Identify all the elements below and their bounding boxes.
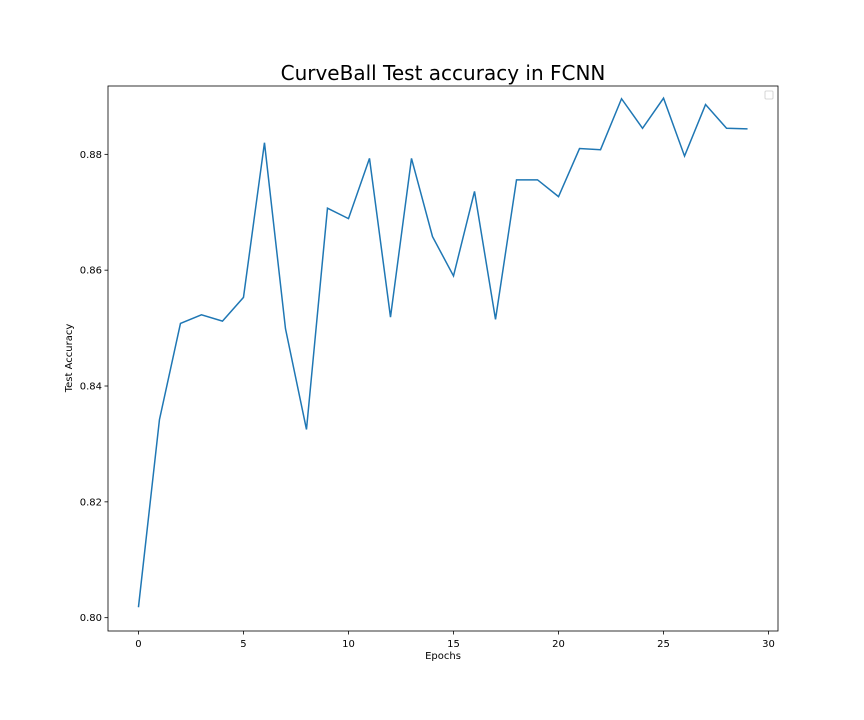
- y-tick-label: 0.80: [80, 613, 102, 624]
- y-axis-label: Test Accuracy: [64, 324, 75, 394]
- x-tick-label: 15: [447, 639, 460, 650]
- x-tick-label: 20: [552, 639, 565, 650]
- y-tick-label: 0.88: [80, 150, 102, 161]
- y-tick-label: 0.86: [80, 266, 102, 277]
- accuracy-series-line: [137, 96, 748, 608]
- x-tick-label: 5: [240, 639, 246, 650]
- chart-title: CurveBall Test accuracy in FCNN: [281, 61, 606, 85]
- legend-box: [764, 90, 774, 100]
- y-tick-label: 0.82: [80, 497, 102, 508]
- x-tick-label: 0: [135, 639, 141, 650]
- x-tick-label: 30: [762, 639, 775, 650]
- x-axis-label: Epochs: [425, 651, 461, 662]
- y-tick-label: 0.84: [80, 382, 102, 393]
- x-tick-label: 25: [657, 639, 670, 650]
- x-axis-ticks: 0 5 10 15 20 25 30: [135, 631, 775, 650]
- y-axis-ticks: 0.80 0.82 0.84 0.86 0.88: [80, 150, 108, 624]
- plot-area: [107, 85, 779, 632]
- x-tick-label: 10: [342, 639, 355, 650]
